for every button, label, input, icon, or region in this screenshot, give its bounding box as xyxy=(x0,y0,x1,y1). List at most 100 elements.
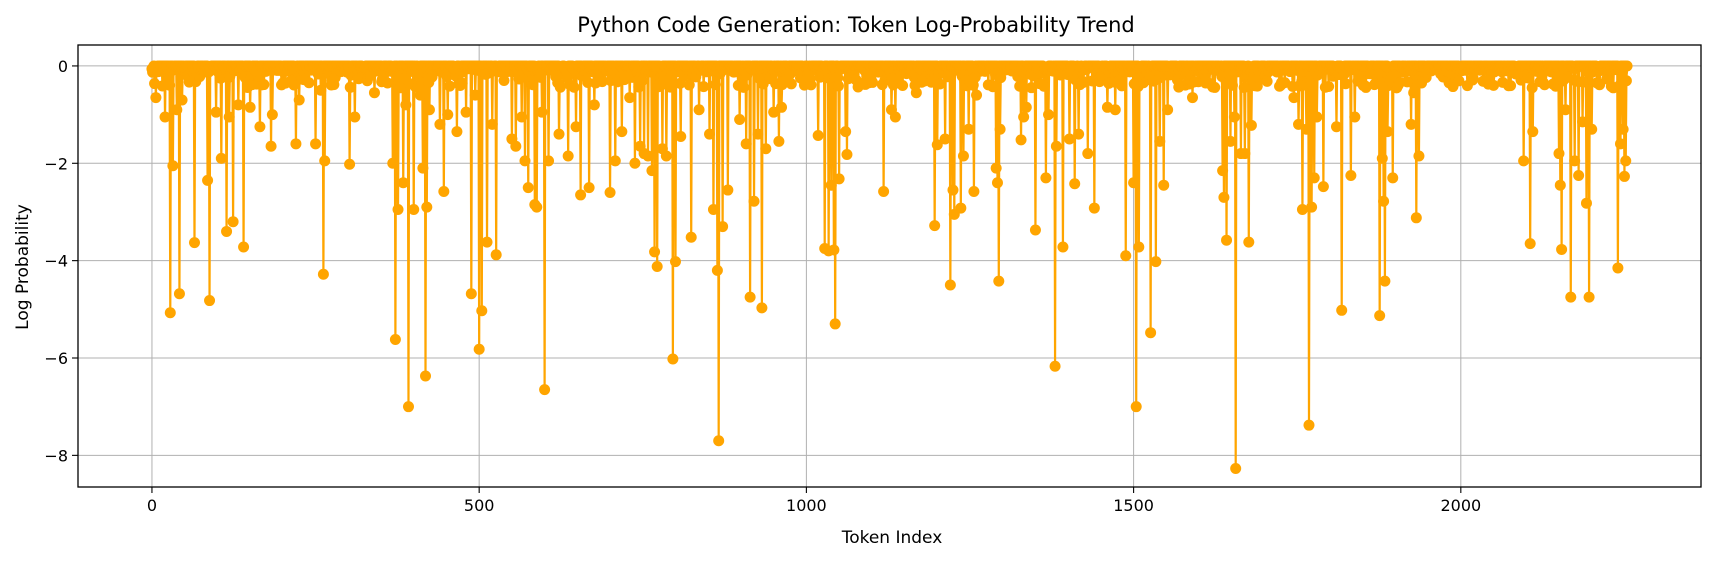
data-point xyxy=(968,186,980,198)
x-tick-label: 500 xyxy=(464,496,495,515)
data-point xyxy=(1050,140,1062,152)
data-point xyxy=(704,128,716,140)
data-point xyxy=(1467,73,1479,85)
data-point xyxy=(382,77,394,89)
data-point xyxy=(290,138,302,150)
data-point xyxy=(675,131,687,143)
data-point xyxy=(1580,197,1592,209)
data-point xyxy=(392,204,404,216)
data-point xyxy=(957,150,969,162)
data-point xyxy=(1243,236,1255,248)
data-point xyxy=(670,256,681,268)
data-point xyxy=(1311,111,1323,123)
data-point xyxy=(698,81,710,93)
data-point xyxy=(1082,148,1094,160)
data-point xyxy=(1317,181,1329,193)
data-point xyxy=(421,201,433,213)
data-point xyxy=(878,186,890,198)
data-point xyxy=(773,135,785,147)
data-point xyxy=(756,302,768,314)
data-point xyxy=(722,184,734,196)
data-point xyxy=(1378,195,1390,207)
data-point xyxy=(1043,109,1055,121)
data-point xyxy=(910,87,922,99)
data-point xyxy=(1145,327,1157,339)
data-point xyxy=(642,150,654,162)
data-point xyxy=(683,79,695,91)
data-point xyxy=(1401,76,1413,88)
data-point xyxy=(1554,179,1566,191)
x-tick-label: 0 xyxy=(147,496,157,515)
data-point xyxy=(1336,304,1348,316)
data-point xyxy=(629,157,641,169)
data-point xyxy=(1539,79,1551,91)
data-point xyxy=(785,78,797,90)
data-point xyxy=(1524,238,1536,250)
data-point xyxy=(734,113,746,125)
y-tick-label: 0 xyxy=(58,57,68,76)
data-point xyxy=(319,155,331,167)
data-point xyxy=(303,77,315,89)
data-point xyxy=(164,79,176,91)
data-point xyxy=(265,140,277,152)
x-tick-label: 2000 xyxy=(1440,496,1481,515)
data-point xyxy=(1303,419,1315,431)
data-point xyxy=(1518,155,1530,167)
data-point xyxy=(616,126,628,138)
data-point xyxy=(1015,134,1027,146)
data-point xyxy=(939,133,951,145)
data-point xyxy=(486,118,498,130)
data-point xyxy=(516,111,528,123)
data-point xyxy=(1559,73,1571,85)
data-point xyxy=(1560,104,1572,116)
data-point xyxy=(1306,80,1318,92)
data-point xyxy=(204,295,216,307)
data-point xyxy=(1405,118,1417,130)
data-point xyxy=(438,186,450,198)
axis-ticks: 0 500 1000 1500 2000 0 −2 −4 −6 −8 xyxy=(44,57,1481,515)
data-point xyxy=(400,99,412,111)
x-axis-label: Token Index xyxy=(841,528,943,548)
data-point xyxy=(344,81,356,93)
data-point xyxy=(402,401,414,413)
data-point xyxy=(159,111,171,123)
data-point xyxy=(931,139,943,151)
data-point xyxy=(711,264,723,276)
data-point xyxy=(562,150,574,162)
data-point xyxy=(238,241,250,253)
data-point xyxy=(752,128,764,140)
data-point xyxy=(897,80,909,91)
data-point xyxy=(570,121,582,133)
data-point xyxy=(315,84,327,96)
plot-area xyxy=(146,60,1633,474)
data-point xyxy=(1345,169,1357,181)
data-point xyxy=(510,140,522,152)
data-point xyxy=(1020,101,1032,113)
data-point xyxy=(1228,111,1240,123)
data-point xyxy=(812,130,824,142)
y-tick-label: −2 xyxy=(44,154,68,173)
x-tick-label: 1500 xyxy=(1113,496,1154,515)
data-point xyxy=(776,101,788,113)
data-point xyxy=(994,123,1006,135)
data-point xyxy=(397,177,409,189)
data-point xyxy=(173,288,185,300)
data-point xyxy=(1308,172,1320,184)
data-point xyxy=(1116,80,1128,92)
data-point xyxy=(481,236,493,248)
data-point xyxy=(991,177,1003,189)
data-point xyxy=(423,104,435,116)
data-point xyxy=(210,106,222,118)
data-point xyxy=(575,189,587,201)
data-point xyxy=(1505,80,1517,92)
data-point xyxy=(1230,463,1242,474)
data-point xyxy=(1029,224,1041,236)
data-point xyxy=(713,435,725,447)
data-point xyxy=(1617,123,1629,135)
data-point xyxy=(1583,291,1595,303)
data-point xyxy=(649,246,661,258)
data-point xyxy=(1376,152,1388,164)
data-point xyxy=(349,111,361,123)
data-point xyxy=(1224,135,1236,147)
